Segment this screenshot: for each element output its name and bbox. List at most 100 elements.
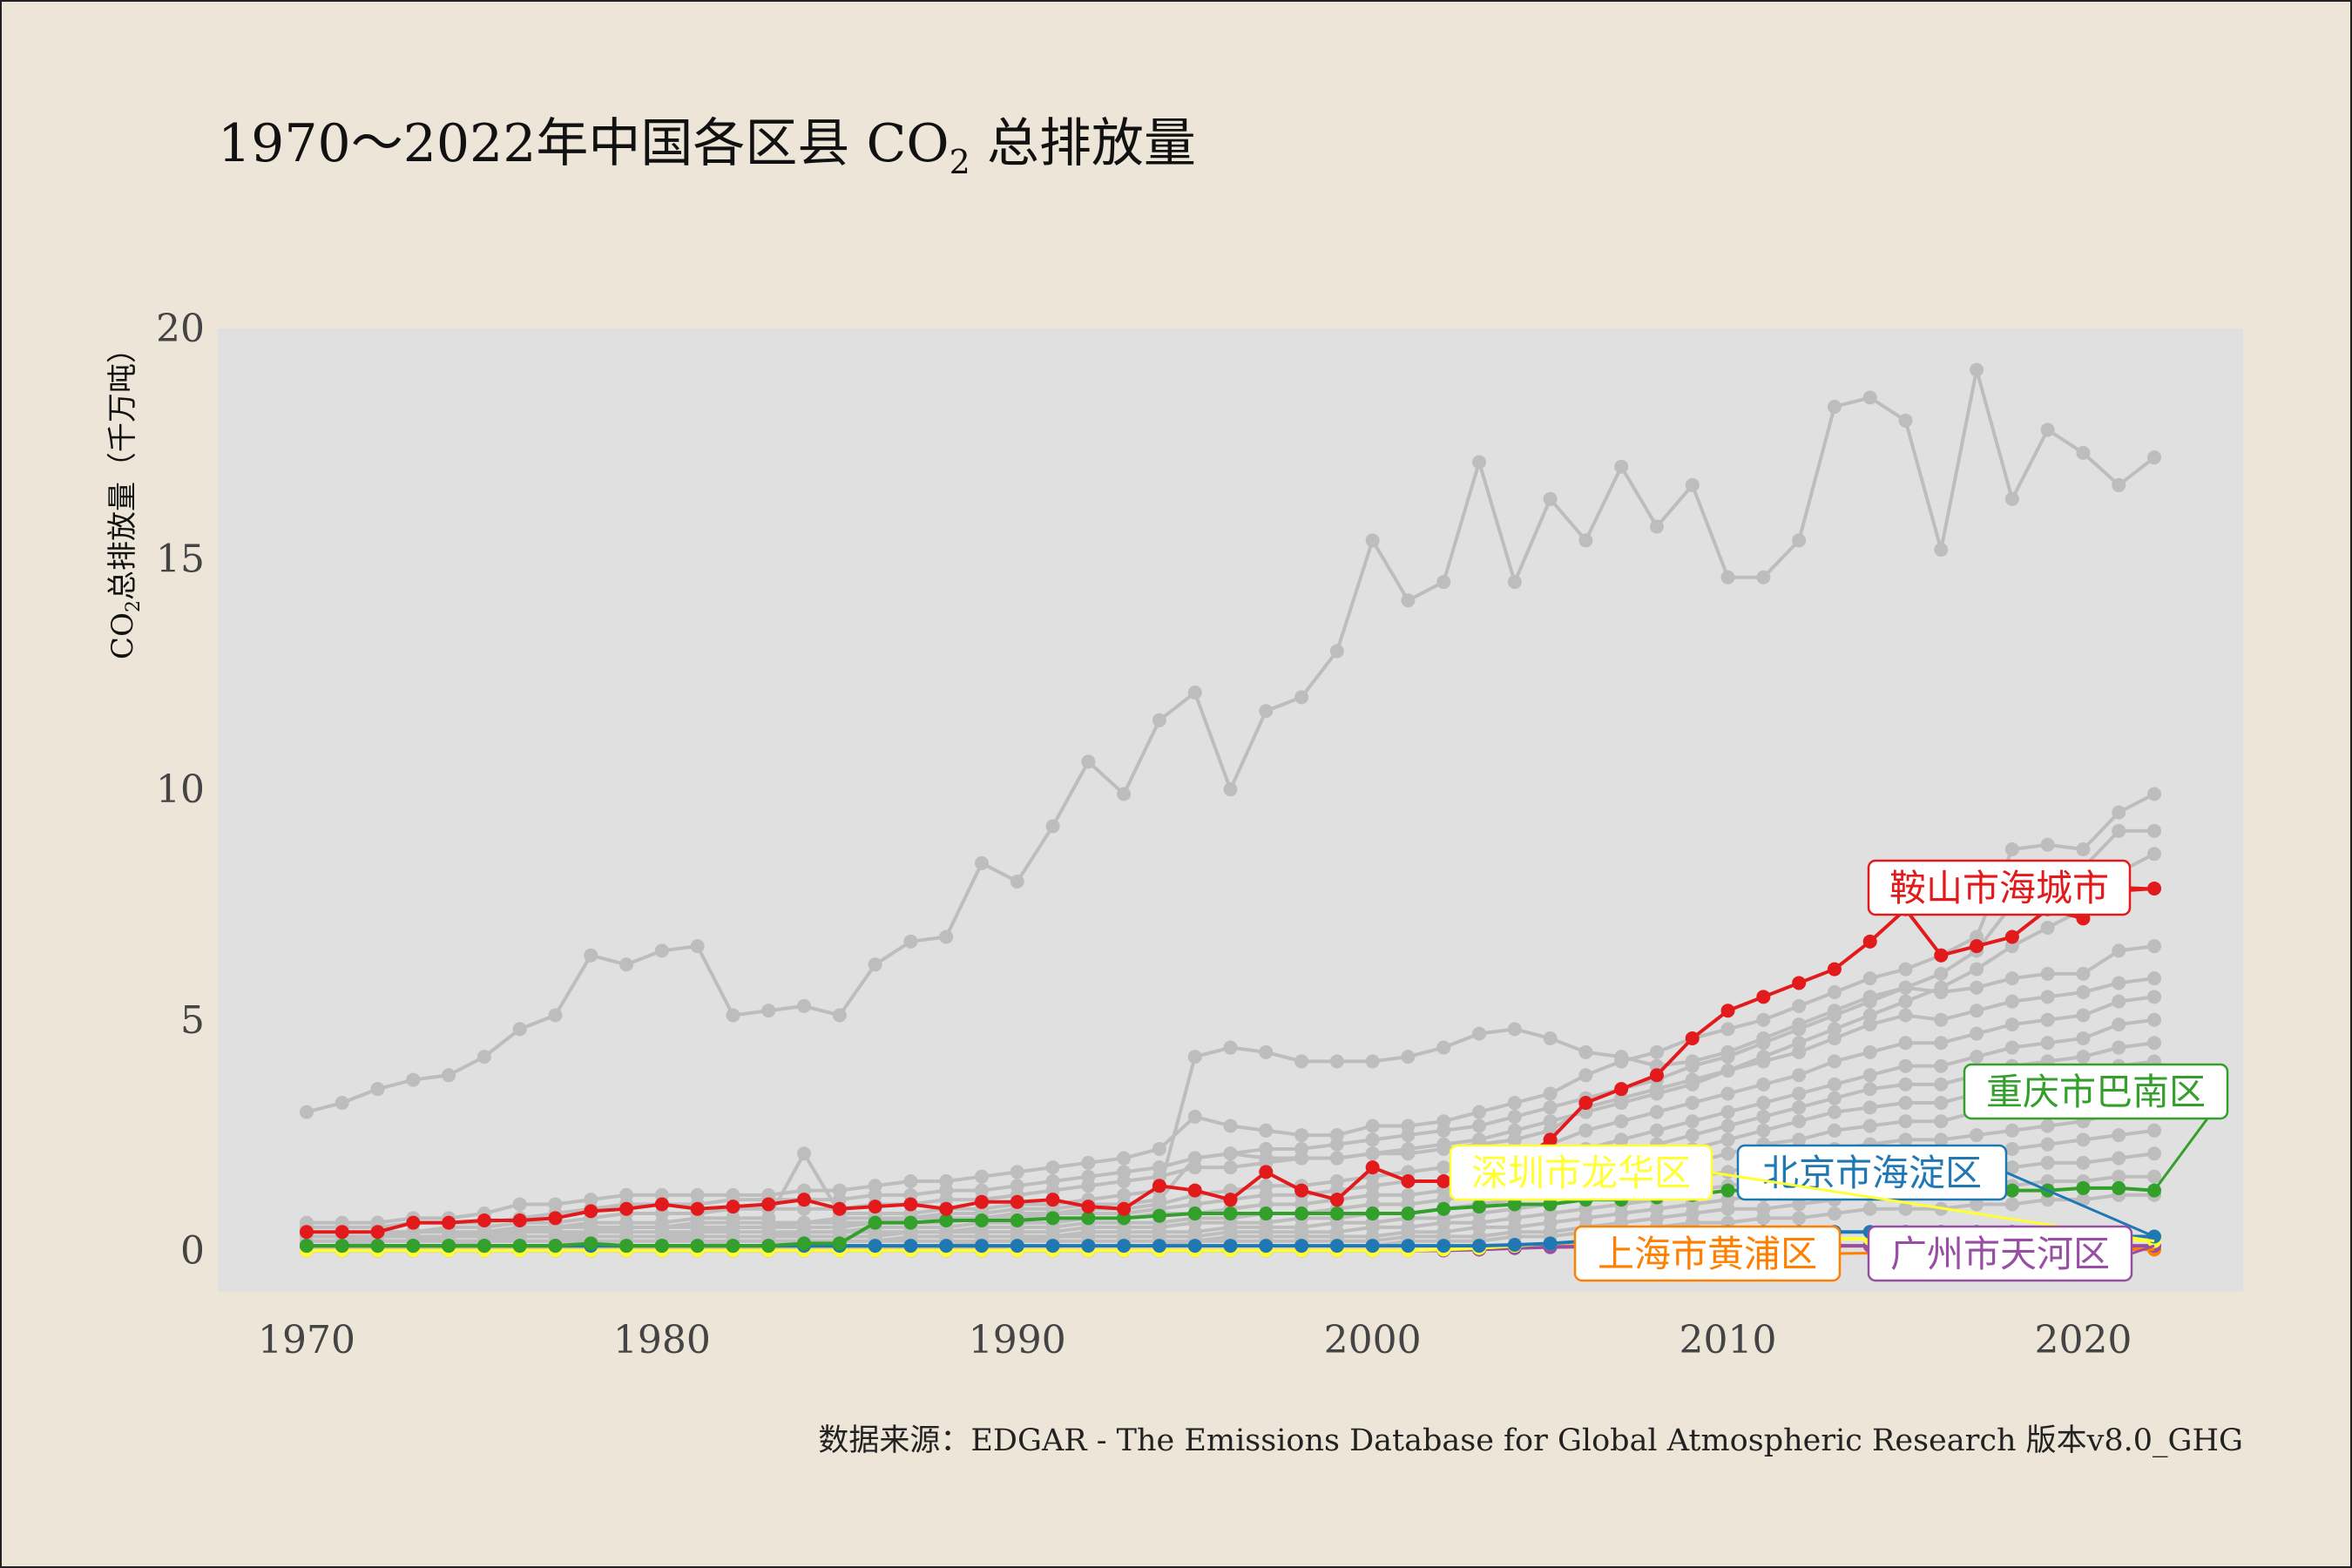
data-point: [1898, 1077, 1913, 1092]
data-point: [761, 1004, 776, 1018]
data-point: [1294, 1054, 1309, 1069]
data-point: [1472, 1239, 1487, 1254]
label-connector: [2131, 1244, 2155, 1255]
data-point: [1934, 985, 1949, 1000]
data-point: [797, 1236, 812, 1251]
data-point: [299, 1225, 314, 1240]
data-point: [1187, 1183, 1202, 1198]
data-point: [903, 1197, 918, 1212]
data-point: [1081, 1179, 1096, 1193]
data-point: [1294, 690, 1309, 705]
series-label: 鞍山市海城市: [1889, 867, 2109, 909]
y-tick-label: 20: [156, 307, 205, 351]
data-point: [1081, 1239, 1096, 1254]
data-point: [2076, 445, 2091, 460]
data-point: [797, 1193, 812, 1207]
data-point: [2040, 422, 2055, 437]
data-point: [1792, 1044, 1807, 1059]
data-point: [1934, 966, 1949, 981]
data-point: [1045, 1239, 1060, 1254]
data-point: [584, 1236, 598, 1251]
data-point: [1792, 1132, 1807, 1147]
data-point: [1081, 754, 1096, 769]
data-point: [726, 1200, 740, 1214]
data-point: [2147, 847, 2162, 862]
data-point: [761, 1197, 776, 1212]
y-tick-label: 10: [156, 767, 205, 812]
data-point: [1365, 1054, 1380, 1069]
data-point: [1970, 1050, 1984, 1064]
x-tick-label: 2020: [2034, 1318, 2132, 1362]
data-point: [619, 957, 634, 972]
data-point: [868, 957, 882, 972]
data-point: [476, 1050, 491, 1064]
data-point: [1756, 570, 1771, 585]
data-point: [1223, 1146, 1238, 1161]
data-point: [974, 1169, 989, 1184]
data-point: [1259, 1165, 1274, 1179]
data-point: [1756, 1077, 1771, 1092]
data-point: [1862, 1017, 1877, 1032]
data-point: [1081, 1155, 1096, 1170]
series-label-box: [1867, 1225, 2133, 1282]
data-point: [548, 1008, 563, 1023]
data-point: [1543, 1132, 1558, 1147]
data-point: [2147, 939, 2162, 954]
data-point: [335, 1225, 349, 1240]
data-point: [1720, 1183, 1735, 1198]
data-point: [1223, 1206, 1238, 1221]
data-point: [690, 1239, 705, 1254]
data-point: [1827, 1123, 1842, 1138]
data-point: [1259, 1206, 1274, 1221]
data-point: [2112, 976, 2126, 990]
data-point: [1970, 1026, 1984, 1041]
data-point: [974, 1239, 989, 1254]
data-point: [1329, 1151, 1344, 1166]
data-point: [1401, 593, 1416, 608]
series-label-box: [1573, 1225, 1842, 1282]
data-point: [903, 1239, 918, 1254]
y-tick-label: 15: [156, 537, 205, 582]
data-point: [654, 943, 669, 958]
data-point: [1649, 1044, 1664, 1059]
data-point: [690, 1201, 705, 1216]
data-point: [1898, 1036, 1913, 1051]
data-point: [1436, 1040, 1451, 1055]
data-point: [797, 998, 812, 1013]
data-point: [1543, 1086, 1558, 1101]
data-point: [1720, 1119, 1735, 1133]
data-point: [1970, 1128, 1984, 1143]
data-point: [335, 1096, 349, 1111]
data-point: [1649, 1082, 1664, 1097]
data-point: [1827, 1091, 1842, 1105]
data-point: [1756, 1054, 1771, 1069]
data-point: [1720, 570, 1735, 585]
data-point: [1117, 1173, 1132, 1188]
data-point: [2112, 994, 2126, 1009]
data-point: [1792, 533, 1807, 548]
data-point: [1862, 1100, 1877, 1115]
data-point: [1934, 1132, 1949, 1147]
data-point: [2147, 787, 2162, 801]
data-point: [1898, 994, 1913, 1009]
data-point: [1223, 1040, 1238, 1055]
data-point: [1862, 1201, 1877, 1216]
data-point: [1223, 1160, 1238, 1175]
data-point: [1862, 971, 1877, 986]
data-point: [1685, 1072, 1700, 1087]
data-point: [1365, 1206, 1380, 1221]
data-point: [1010, 1213, 1024, 1227]
data-point: [442, 1215, 456, 1230]
data-point: [1862, 390, 1877, 405]
data-point: [1862, 1068, 1877, 1083]
data-point: [903, 1215, 918, 1230]
data-point: [2040, 1036, 2055, 1051]
data-point: [1756, 1012, 1771, 1027]
data-point: [868, 1200, 882, 1214]
data-point: [2040, 990, 2055, 1004]
data-point: [1720, 1004, 1735, 1018]
data-point: [1792, 976, 1807, 990]
data-point: [2040, 1119, 2055, 1133]
data-point: [1827, 1054, 1842, 1069]
